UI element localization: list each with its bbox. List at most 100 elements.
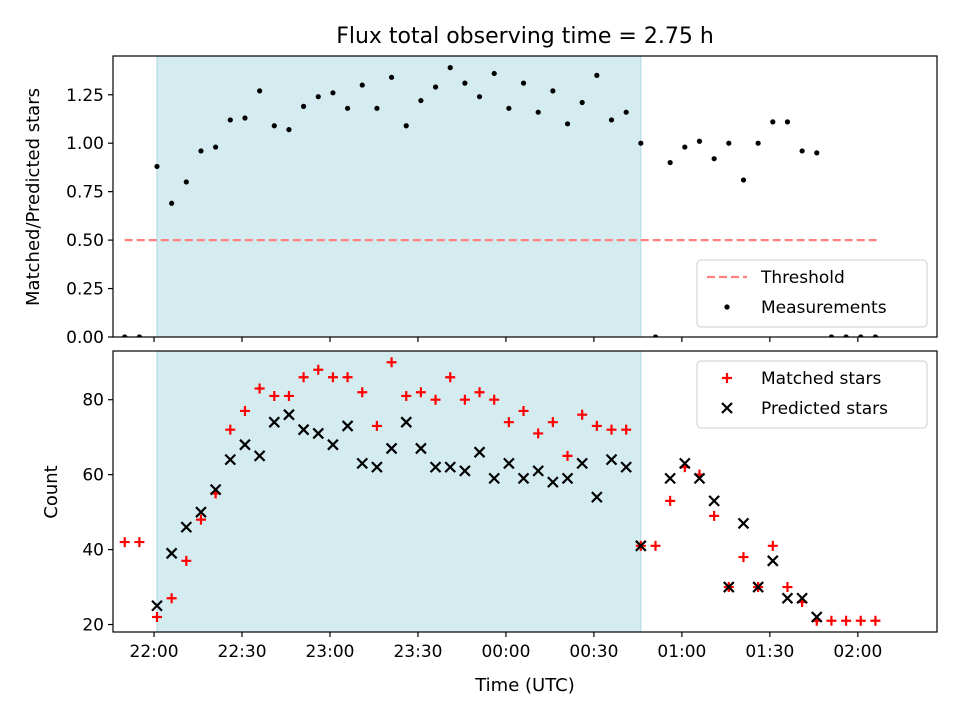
data-point	[476, 94, 483, 100]
top-panel: 0.00 0.25 0.50 0.75 1.00 1.25 Threshold Measure…	[66, 55, 938, 348]
y-tick-label: 1.25	[66, 86, 104, 106]
x-tick-label: 23:00	[305, 642, 354, 662]
data-point	[518, 405, 529, 416]
legend-label: Measurements	[761, 298, 887, 318]
data-point	[520, 80, 527, 86]
legend-label: Matched stars	[761, 369, 881, 389]
series-predicted-stars	[151, 408, 823, 623]
data-point	[843, 334, 849, 337]
data-point	[151, 599, 163, 612]
legend-swatch	[722, 373, 732, 383]
data-point	[283, 408, 295, 421]
data-point	[415, 387, 426, 398]
data-point	[491, 70, 497, 77]
data-point	[696, 138, 703, 144]
x-tick-label: 01:00	[657, 642, 706, 662]
axes-frame	[112, 350, 938, 633]
data-point	[533, 428, 544, 439]
legend-swatch	[721, 402, 733, 414]
data-point	[313, 364, 324, 375]
data-point	[312, 427, 325, 440]
data-point	[855, 615, 866, 626]
data-point	[181, 555, 192, 566]
bottom-panel: 20 40 60 80 22:00 22:30 23:00 23:30 00:00 00:30 01…	[82, 350, 938, 662]
data-point	[401, 390, 412, 401]
data-point	[119, 537, 130, 548]
x-tick-label: 02:00	[833, 642, 882, 662]
data-point	[726, 140, 732, 146]
data-point	[400, 416, 413, 428]
data-point	[605, 453, 618, 466]
data-point	[723, 581, 735, 593]
data-point	[388, 74, 395, 80]
data-point	[403, 123, 409, 129]
data-point	[166, 593, 177, 604]
y-tick-label: 40	[82, 541, 104, 561]
data-point	[154, 163, 160, 170]
data-point	[752, 581, 764, 593]
data-point	[371, 461, 383, 473]
y-tick-label: 0.50	[66, 231, 104, 251]
data-point	[239, 405, 250, 416]
data-point	[561, 472, 574, 485]
data-point	[814, 150, 820, 156]
data-point	[283, 390, 294, 401]
data-point	[430, 394, 441, 405]
data-point	[151, 612, 162, 623]
data-point	[315, 94, 321, 100]
data-point	[755, 140, 761, 146]
data-point	[254, 383, 265, 394]
data-point	[183, 179, 189, 185]
bottom-y-axis-label: Count	[41, 465, 62, 518]
data-point	[709, 510, 720, 521]
series-measurements	[122, 65, 879, 337]
y-tick-label: 20	[82, 616, 104, 636]
data-point	[227, 117, 233, 123]
data-point	[342, 372, 353, 383]
data-point	[564, 121, 571, 127]
data-point	[459, 465, 471, 477]
data-point	[341, 420, 354, 432]
data-point	[550, 88, 556, 94]
data-point	[462, 80, 468, 86]
data-point	[652, 334, 659, 337]
data-point	[579, 99, 585, 106]
legend-swatch	[724, 304, 730, 310]
data-point	[242, 115, 248, 121]
data-point	[473, 446, 486, 458]
data-point	[858, 334, 864, 337]
data-point	[271, 123, 277, 129]
data-point	[374, 105, 380, 111]
data-point	[444, 461, 457, 473]
data-point	[371, 420, 382, 431]
data-point	[650, 540, 661, 551]
data-point	[225, 424, 236, 435]
data-point	[385, 442, 398, 455]
data-point	[459, 394, 470, 405]
data-point	[474, 387, 485, 398]
data-point	[269, 390, 280, 401]
data-point	[224, 453, 237, 466]
data-point	[169, 200, 175, 206]
data-point	[591, 491, 603, 503]
data-point	[682, 144, 688, 150]
data-point	[356, 457, 369, 470]
data-point	[136, 334, 142, 337]
data-point	[489, 394, 500, 405]
data-point	[447, 65, 453, 71]
data-point	[357, 387, 368, 398]
data-point	[796, 592, 808, 605]
y-tick-label: 0.00	[66, 328, 104, 348]
data-point	[591, 420, 602, 431]
data-point	[667, 159, 673, 166]
x-tick-label: 22:30	[218, 642, 267, 662]
top-y-axis-label: Matched/Predicted stars	[23, 88, 44, 306]
data-point	[826, 615, 837, 626]
data-point	[711, 156, 717, 162]
data-point	[782, 582, 793, 593]
data-point	[547, 417, 558, 428]
data-point	[737, 517, 750, 530]
data-point	[213, 144, 219, 150]
data-point	[239, 438, 251, 451]
legend-box	[696, 360, 928, 429]
